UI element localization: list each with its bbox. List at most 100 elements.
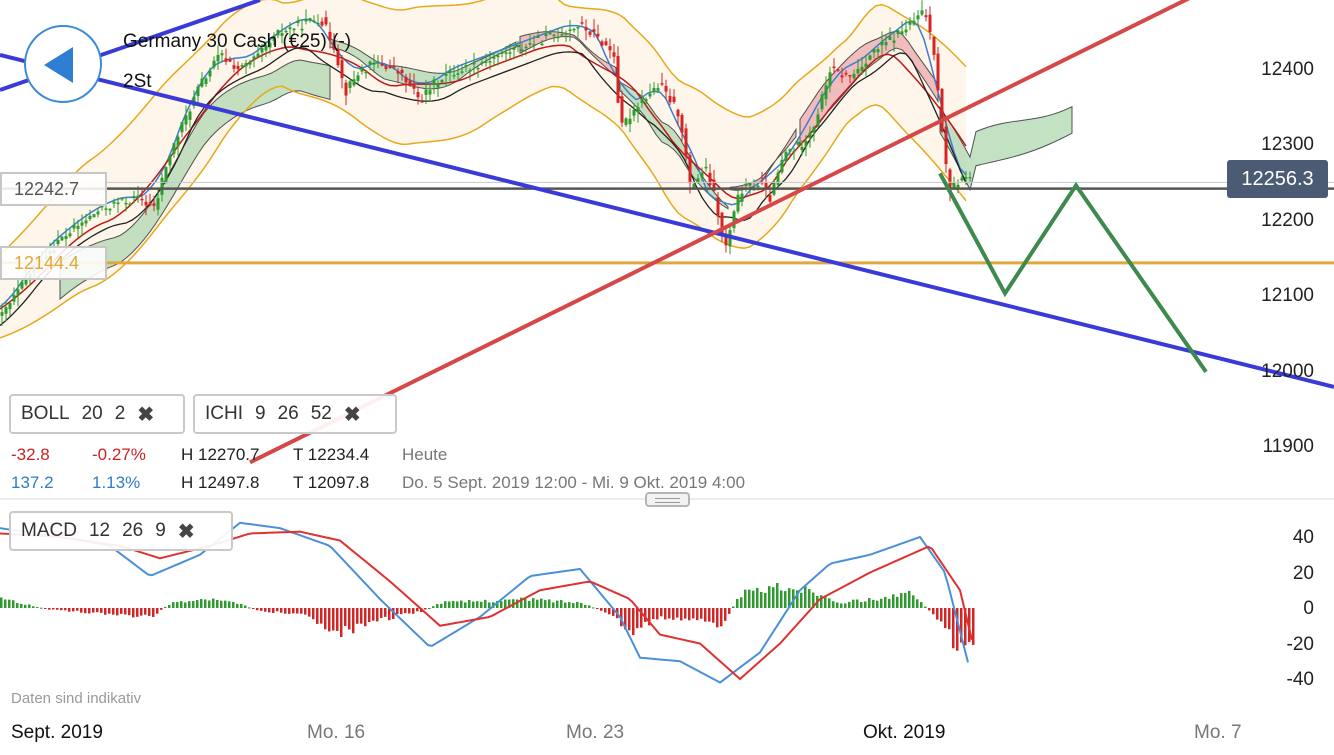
macd-histogram-bar-negative xyxy=(320,608,323,624)
pane-resize-handle[interactable] xyxy=(645,492,690,507)
boll-param-1: 20 xyxy=(81,403,103,424)
candle-bullish xyxy=(96,211,100,215)
macd-histogram-bar-negative xyxy=(700,608,703,619)
ichi-indicator-chip[interactable]: ICHI 9 26 52 ✖ xyxy=(193,394,397,434)
macd-histogram-bar-positive xyxy=(868,598,871,608)
ichi-close-icon[interactable]: ✖ xyxy=(343,403,361,426)
candle-bearish xyxy=(712,179,716,191)
macd-histogram-bar-positive xyxy=(860,602,863,608)
macd-histogram-bar-negative xyxy=(68,608,71,612)
macd-histogram-bar-positive xyxy=(28,604,31,608)
back-button[interactable] xyxy=(24,25,102,103)
today-change: -32.8 xyxy=(11,445,50,464)
candle-bullish xyxy=(56,240,60,245)
candle-bullish xyxy=(964,177,968,179)
disclaimer-text: Daten sind indikativ xyxy=(11,690,142,707)
candle-bullish xyxy=(504,52,508,54)
macd-histogram-bar-negative xyxy=(652,608,655,620)
candle-bearish xyxy=(328,31,332,41)
candle-bullish xyxy=(740,193,744,202)
candle-bullish xyxy=(424,89,428,95)
macd-histogram-bar-negative xyxy=(684,608,687,619)
macd-histogram-bar-positive xyxy=(924,606,927,608)
candle-bearish xyxy=(388,65,392,68)
candle-bullish xyxy=(176,136,180,147)
macd-histogram-bar-positive xyxy=(224,600,227,608)
candle-bearish xyxy=(832,66,836,69)
candle-bullish xyxy=(780,159,784,173)
macd-histogram-bar-negative xyxy=(260,608,263,611)
candle-bullish xyxy=(84,220,88,224)
candle-bullish xyxy=(440,79,444,83)
macd-histogram-bar-negative xyxy=(76,608,79,611)
resistance-trend-line xyxy=(249,0,1191,465)
candle-bearish xyxy=(332,40,336,50)
candle-bullish xyxy=(448,70,452,73)
candle-bullish xyxy=(216,54,220,62)
macd-histogram-bar-positive xyxy=(740,597,743,608)
macd-histogram-bar-negative xyxy=(264,608,267,612)
macd-indicator-chip[interactable]: MACD 12 26 9 ✖ xyxy=(9,511,233,551)
macd-histogram-bar-negative xyxy=(56,608,59,610)
candle-bullish xyxy=(92,214,96,218)
candle-bullish xyxy=(112,201,116,204)
macd-histogram-bar-positive xyxy=(808,589,811,608)
candle-bullish xyxy=(956,184,960,189)
candle-bullish xyxy=(632,109,636,116)
macd-histogram-bar-negative xyxy=(100,608,103,613)
candle-bullish xyxy=(88,215,92,220)
candle-bearish xyxy=(600,41,604,46)
macd-histogram-bar-negative xyxy=(112,608,115,615)
macd-histogram-bar-positive xyxy=(208,600,211,608)
current-price-value: 12256.3 xyxy=(1241,167,1314,190)
back-arrow-icon xyxy=(44,47,73,83)
candle-bearish xyxy=(324,17,328,25)
macd-histogram-bar-negative xyxy=(656,608,659,620)
macd-histogram-bar-negative xyxy=(80,608,83,613)
projection-path xyxy=(938,172,1208,373)
macd-histogram-bar-negative xyxy=(364,608,367,627)
candle-bearish xyxy=(844,72,848,75)
macd-histogram-bar-negative xyxy=(352,608,355,634)
macd-histogram-bar-negative xyxy=(384,608,387,617)
boll-param-2: 2 xyxy=(114,403,126,424)
candle-bullish xyxy=(960,177,964,181)
candle-bullish xyxy=(696,178,700,184)
candle-bullish xyxy=(272,35,276,41)
macd-histogram-bar-negative xyxy=(64,608,67,611)
timeframe-label[interactable]: 2St xyxy=(123,71,152,92)
boll-close-icon[interactable]: ✖ xyxy=(137,403,155,426)
range-period: Do. 5 Sept. 2019 12:00 - Mi. 9 Okt. 2019… xyxy=(402,473,746,492)
macd-close-icon[interactable]: ✖ xyxy=(177,520,195,543)
candle-bearish xyxy=(680,114,684,133)
macd-histogram-bar-positive xyxy=(896,596,899,608)
macd-histogram-bar-negative xyxy=(396,608,399,615)
macd-histogram-bar-positive xyxy=(432,606,435,608)
candle-bearish xyxy=(320,21,324,26)
candle-bearish xyxy=(616,56,620,103)
macd-histogram-bar-negative xyxy=(348,608,351,630)
macd-histogram-bar-negative xyxy=(928,608,931,611)
candle-bullish xyxy=(868,55,872,60)
macd-histogram-bar-positive xyxy=(852,599,855,608)
macd-histogram-bar-negative xyxy=(252,608,255,609)
candle-bullish xyxy=(352,79,356,86)
macd-histogram-bar-positive xyxy=(864,601,867,608)
candle-bullish xyxy=(748,183,752,186)
candle-bullish xyxy=(372,62,376,65)
macd-histogram-bar-negative xyxy=(356,608,359,624)
macd-histogram-bar-positive xyxy=(772,587,775,608)
candle-bullish xyxy=(516,45,520,48)
boll-indicator-chip[interactable]: BOLL 20 2 ✖ xyxy=(9,394,185,434)
candle-bearish xyxy=(764,182,768,189)
macd-histogram-bar-positive xyxy=(196,600,199,608)
macd-histogram-bar-positive xyxy=(484,599,487,608)
ichi-param-1: 9 xyxy=(255,403,266,424)
macd-histogram-bar-positive xyxy=(436,604,439,608)
macd-histogram-bar-positive xyxy=(472,601,475,608)
macd-histogram-bar-positive xyxy=(236,603,239,608)
x-tick-label: Okt. 2019 xyxy=(863,722,946,743)
x-tick-label: Mo. 16 xyxy=(307,722,366,743)
y-tick-label: 12100 xyxy=(1261,285,1314,306)
